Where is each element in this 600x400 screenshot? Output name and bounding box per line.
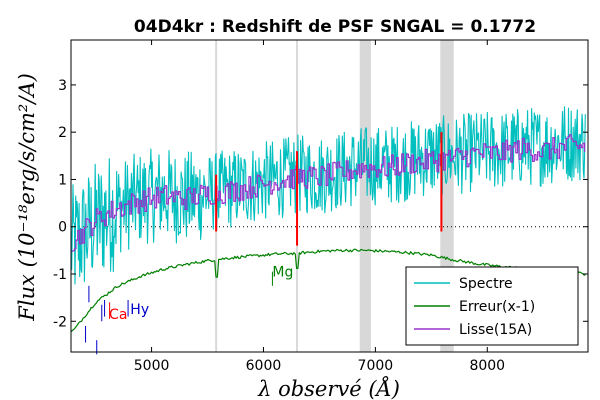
y-tick-label: -2	[53, 314, 67, 330]
x-tick-label: 6000	[246, 358, 282, 374]
line-markers: Ca Hy Mg	[85, 132, 443, 355]
series-erreur	[70, 248, 586, 333]
y-axis-ticks: -2 -1 0 1 2 3	[53, 78, 588, 330]
y-tick-label: 2	[58, 125, 67, 141]
y-tick-label: -1	[53, 267, 67, 283]
x-tick-label: 5000	[134, 358, 170, 374]
annotation-ca: Ca	[109, 307, 127, 323]
x-tick-label: 8000	[469, 358, 505, 374]
series-layer	[70, 106, 586, 333]
chart-title: 04D4kr : Redshift de PSF SNGAL = 0.1772	[134, 17, 536, 37]
legend-label-spectre: Spectre	[459, 276, 513, 292]
annotation-mg: Mg	[272, 264, 293, 280]
y-axis-label: Flux (10⁻¹⁸erg/s/cm²/A)	[15, 73, 39, 322]
y-tick-label: 1	[58, 172, 67, 188]
plot-frame	[70, 39, 589, 353]
legend-label-lisse: Lisse(15A)	[459, 322, 532, 338]
x-axis-label: λ observé (Å)	[257, 376, 400, 400]
plot-border	[70, 39, 589, 353]
y-tick-label: 3	[58, 78, 67, 94]
sky-band-2	[359, 40, 371, 352]
series-lisse	[71, 134, 586, 252]
y-tick-label: 0	[58, 220, 67, 236]
annotation-hy: Hy	[130, 302, 149, 318]
legend-label-erreur: Erreur(x-1)	[459, 299, 535, 315]
legend: Spectre Erreur(x-1) Lisse(15A)	[405, 266, 579, 346]
x-tick-label: 7000	[358, 358, 394, 374]
x-axis-ticks: 5000 6000 7000 8000	[134, 40, 505, 374]
